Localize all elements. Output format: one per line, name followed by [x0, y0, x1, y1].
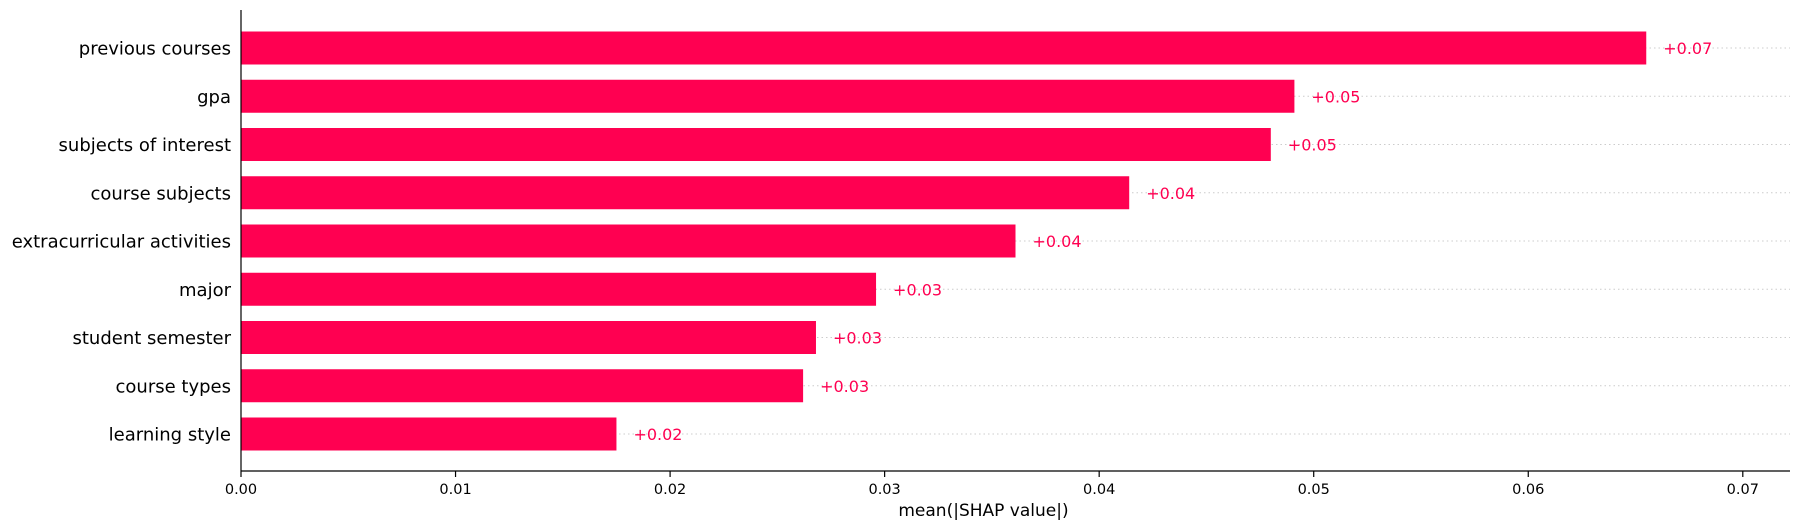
value-label: +0.04: [1033, 232, 1082, 251]
value-label: +0.04: [1146, 184, 1195, 203]
x-tick-label: 0.07: [1727, 482, 1759, 498]
bar: [241, 176, 1130, 210]
bar: [241, 79, 1295, 113]
bar: [241, 128, 1271, 161]
bar: [241, 31, 1647, 65]
y-tick-label: learning style: [109, 425, 231, 446]
y-tick-label: extracurricular activities: [12, 232, 231, 253]
value-label: +0.02: [633, 425, 682, 444]
x-tick-label: 0.00: [225, 482, 257, 498]
x-tick-label: 0.05: [1298, 482, 1330, 498]
bars: [241, 31, 1647, 451]
y-tick-label: student semester: [72, 328, 231, 349]
y-tick-label: major: [179, 280, 232, 301]
value-label: +0.07: [1663, 39, 1712, 58]
bar: [241, 272, 877, 306]
x-axis-title: mean(|SHAP value|): [898, 501, 1068, 521]
x-axis-ticks: 0.00 0.01 0.02 0.03 0.04 0.05 0.06 0.07: [225, 471, 1759, 498]
y-tick-label: course types: [116, 376, 231, 397]
bar: [241, 417, 617, 451]
value-label: +0.05: [1311, 87, 1360, 106]
bar: [241, 369, 804, 403]
value-labels: +0.07 +0.05 +0.05 +0.04 +0.04 +0.03 +0.03 +0.03…: [633, 39, 1712, 444]
y-axis-labels: previous courses gpa subjects of interest c…: [12, 39, 232, 446]
y-tick-label: previous courses: [79, 39, 231, 60]
bar: [241, 321, 816, 354]
value-label: +0.03: [820, 377, 869, 396]
bar: [241, 224, 1016, 258]
y-tick-label: course subjects: [90, 183, 231, 204]
value-label: +0.05: [1288, 136, 1337, 155]
value-label: +0.03: [833, 329, 882, 348]
y-tick-label: gpa: [197, 87, 231, 108]
value-label: +0.03: [893, 280, 942, 299]
x-tick-label: 0.03: [868, 482, 900, 498]
x-tick-label: 0.06: [1512, 482, 1544, 498]
x-tick-label: 0.02: [654, 482, 686, 498]
x-tick-label: 0.04: [1083, 482, 1115, 498]
x-tick-label: 0.01: [439, 482, 471, 498]
y-tick-label: subjects of interest: [59, 135, 231, 156]
